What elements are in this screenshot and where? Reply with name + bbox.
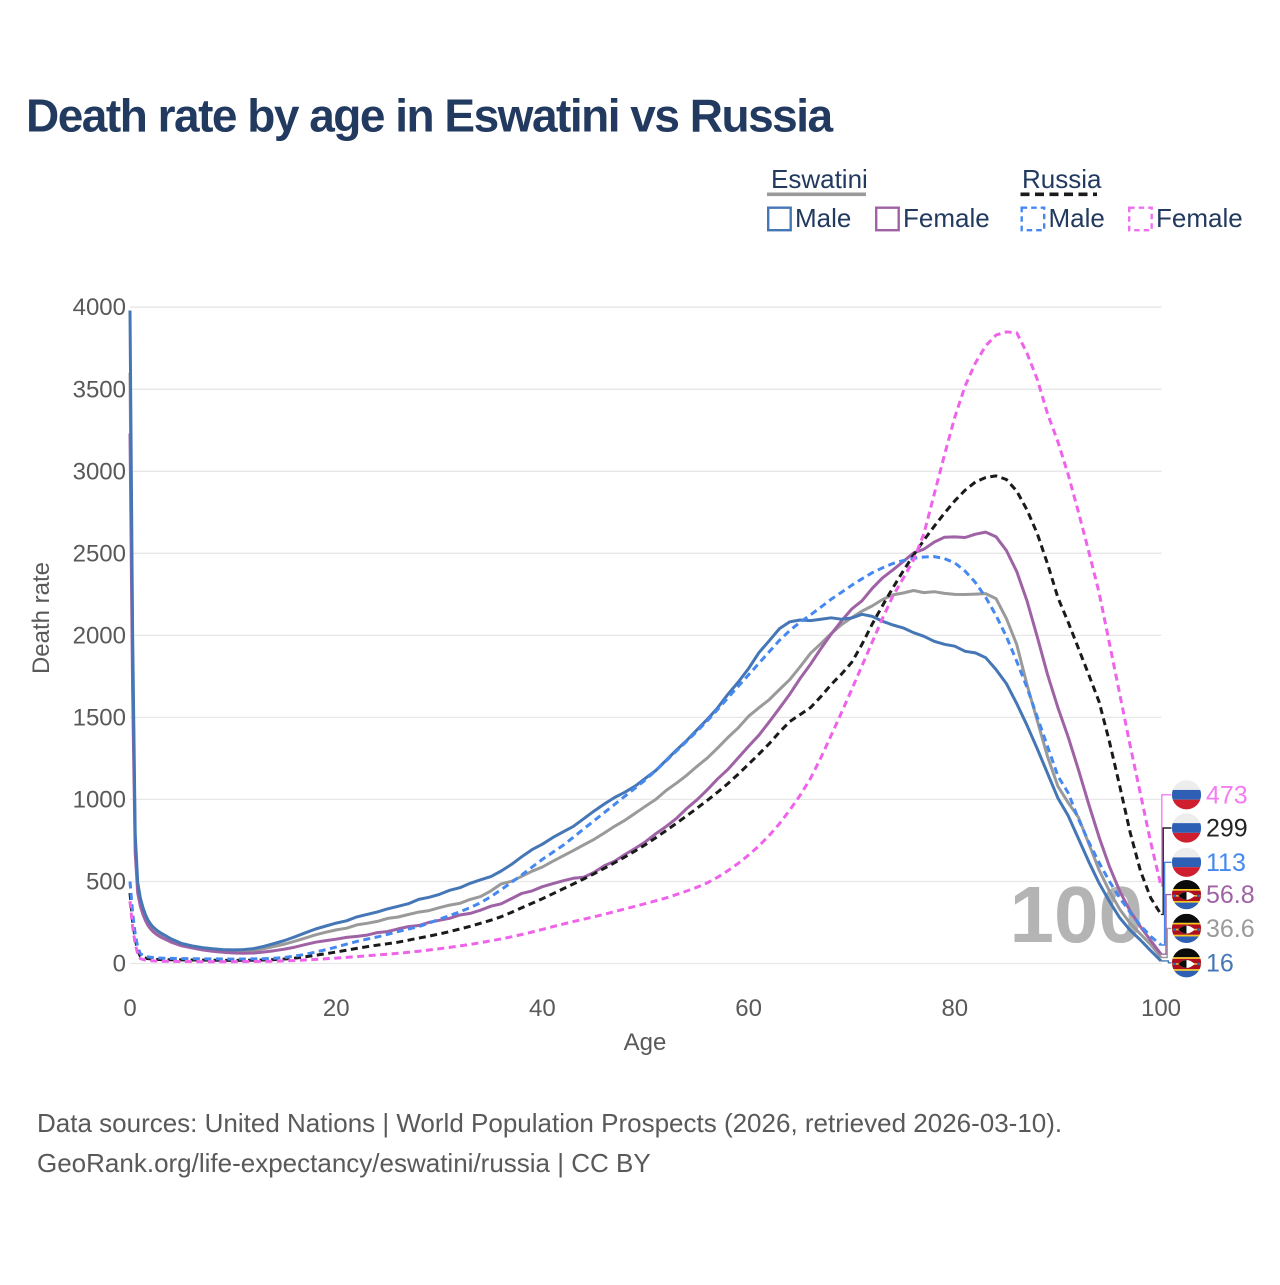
- svg-text:GeoRank.org/life-expectancy/es: GeoRank.org/life-expectancy/eswatini/rus…: [37, 1148, 651, 1178]
- svg-text:4000: 4000: [73, 294, 126, 321]
- svg-text:3500: 3500: [73, 376, 126, 403]
- svg-text:Death rate: Death rate: [28, 562, 55, 674]
- svg-text:113: 113: [1206, 849, 1246, 877]
- svg-text:100: 100: [1141, 995, 1181, 1022]
- svg-text:40: 40: [529, 995, 556, 1022]
- svg-text:0: 0: [113, 951, 126, 978]
- svg-text:500: 500: [86, 869, 126, 896]
- svg-text:Male: Male: [795, 203, 851, 233]
- svg-text:2500: 2500: [73, 540, 126, 567]
- svg-text:60: 60: [735, 995, 762, 1022]
- svg-text:56.8: 56.8: [1206, 881, 1255, 909]
- svg-text:Age: Age: [624, 1029, 667, 1056]
- svg-text:Death rate by age in Eswatini: Death rate by age in Eswatini vs Russia: [26, 90, 834, 142]
- svg-text:100: 100: [1010, 870, 1143, 959]
- svg-text:Male: Male: [1049, 203, 1105, 233]
- svg-text:Female: Female: [1156, 203, 1243, 233]
- svg-text:Russia: Russia: [1022, 164, 1102, 194]
- svg-text:20: 20: [323, 995, 350, 1022]
- svg-text:Data sources: United Nations |: Data sources: United Nations | World Pop…: [37, 1108, 1062, 1138]
- svg-text:299: 299: [1206, 815, 1248, 843]
- svg-text:3000: 3000: [73, 458, 126, 485]
- svg-text:Female: Female: [903, 203, 990, 233]
- svg-text:80: 80: [941, 995, 968, 1022]
- svg-text:0: 0: [123, 995, 136, 1022]
- svg-text:2000: 2000: [73, 622, 126, 649]
- svg-text:1500: 1500: [73, 704, 126, 731]
- svg-text:473: 473: [1206, 781, 1248, 809]
- svg-text:Eswatini: Eswatini: [771, 164, 868, 194]
- svg-text:36.6: 36.6: [1206, 915, 1255, 943]
- svg-text:16: 16: [1206, 949, 1234, 977]
- svg-text:1000: 1000: [73, 786, 126, 813]
